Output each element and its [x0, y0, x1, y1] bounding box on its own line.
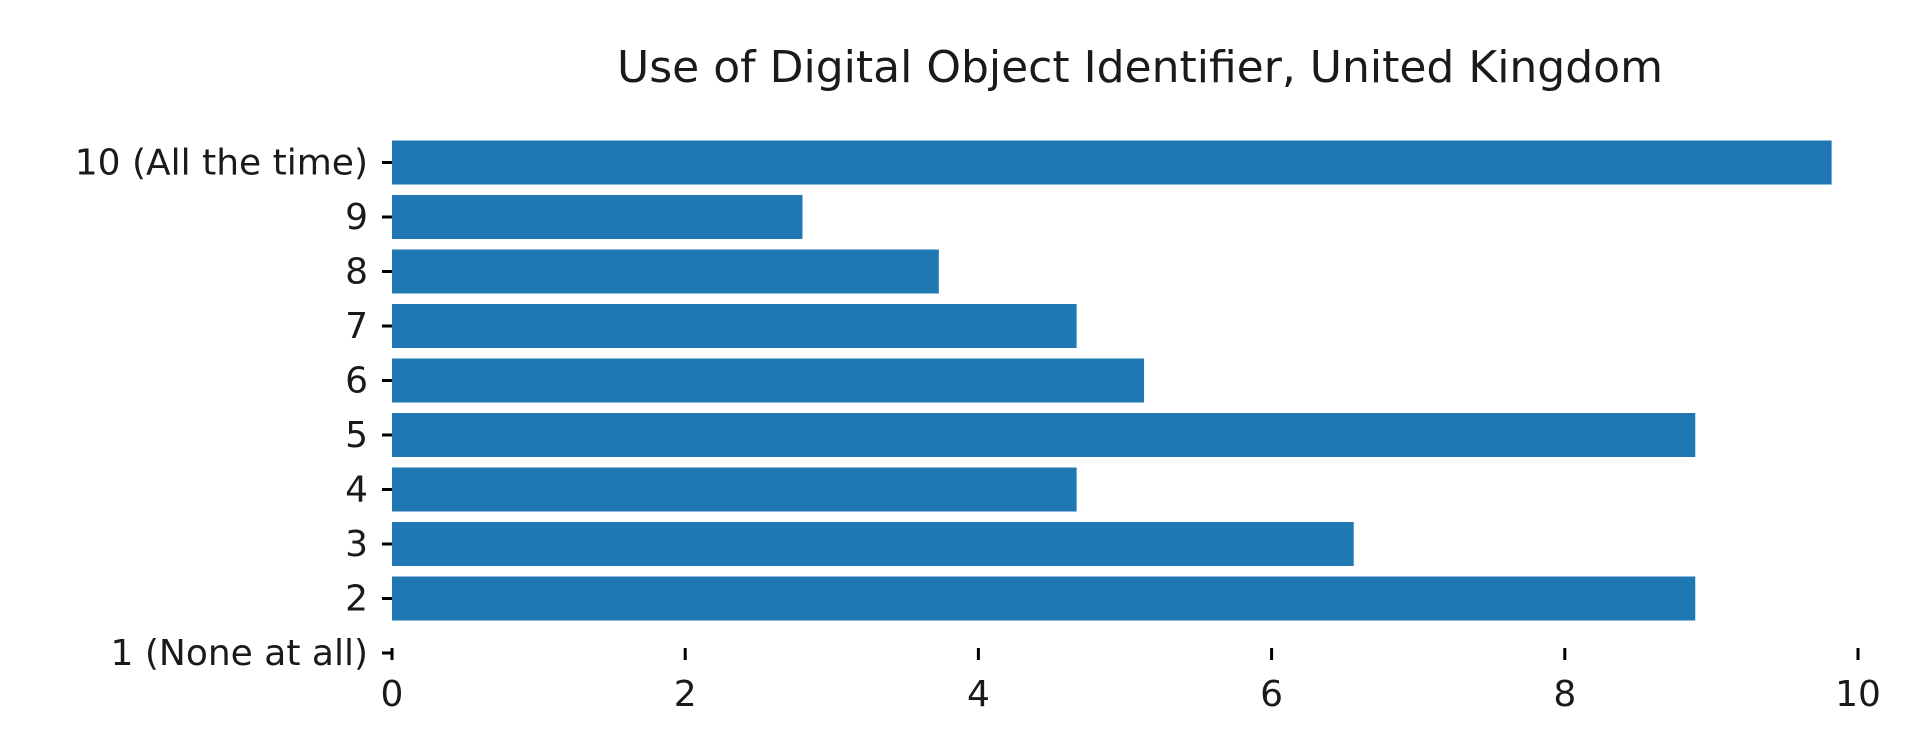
bar-5	[392, 413, 1696, 457]
y-tick-label-5: 5	[345, 415, 368, 456]
bar-9	[392, 195, 803, 239]
x-tick-label-6: 6	[1260, 674, 1283, 715]
bar-10-all-the-time	[392, 140, 1832, 185]
bar-4	[392, 467, 1077, 512]
y-tick-label-6: 6	[345, 361, 368, 402]
x-tick-label-8: 8	[1553, 674, 1576, 715]
y-tick-label-1-none-at-all: 1 (None at all)	[111, 633, 368, 674]
bar-8	[392, 249, 939, 294]
bars-group	[392, 140, 1832, 621]
x-tick-label-0: 0	[381, 674, 404, 715]
y-tick-label-2: 2	[345, 579, 368, 620]
x-tick-label-4: 4	[967, 674, 990, 715]
y-axis: 1 (None at all) 2 3 4 5 6 7 8 9 10 (All the time)	[75, 143, 392, 674]
y-tick-label-10-all-the-time: 10 (All the time)	[75, 143, 368, 184]
x-axis: 0 2 4 6 8 10	[381, 648, 1881, 715]
bar-7	[392, 304, 1077, 348]
bar-3	[392, 522, 1354, 566]
y-tick-label-8: 8	[345, 252, 368, 293]
y-tick-label-4: 4	[345, 470, 368, 511]
y-tick-label-3: 3	[345, 524, 368, 565]
bar-6	[392, 358, 1145, 403]
y-tick-label-7: 7	[345, 306, 368, 347]
y-tick-label-9: 9	[345, 197, 368, 238]
chart-title: Use of Digital Object Identifier, United…	[617, 42, 1663, 93]
x-tick-label-10: 10	[1835, 674, 1881, 715]
x-tick-label-2: 2	[674, 674, 697, 715]
bar-2	[392, 576, 1696, 621]
